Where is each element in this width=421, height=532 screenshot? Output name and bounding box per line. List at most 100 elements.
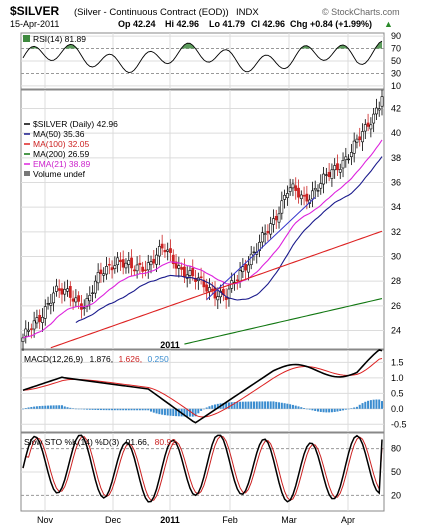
price-candle <box>277 206 281 229</box>
macd-hist-bar <box>222 402 225 409</box>
macd-hist-bar <box>297 406 300 409</box>
price-candle <box>113 256 117 274</box>
price-candle <box>299 190 303 206</box>
macd-hist-bar <box>236 401 239 409</box>
macd-hist-bar <box>208 406 211 409</box>
macd-hist-bar <box>24 408 27 409</box>
macd-hist-bar <box>52 405 55 409</box>
price-candle <box>138 254 142 274</box>
macd-hist-bar <box>172 408 175 416</box>
price-candle <box>116 252 120 273</box>
macd-hist-bar <box>113 408 116 411</box>
rsi-overbought-fill <box>23 41 382 49</box>
price-candle <box>155 247 158 273</box>
macd-hist-bar <box>55 405 58 409</box>
ma100-line <box>50 230 383 349</box>
macd-hist-bar <box>328 408 331 413</box>
price-axis-tick: 36 <box>391 178 401 188</box>
macd-hist-bar <box>333 408 336 412</box>
macd-hist-bar <box>91 408 94 410</box>
close-value: Cl 42.96 <box>251 19 285 29</box>
price-candle <box>99 262 103 283</box>
macd-hist-bar <box>283 403 286 409</box>
price-axis-tick: 34 <box>391 202 401 212</box>
macd-hist-bar <box>367 400 370 409</box>
price-candle <box>191 259 195 281</box>
macd-hist-bar <box>286 403 289 409</box>
price-candle <box>82 299 86 316</box>
macd-hist-bar <box>372 399 375 409</box>
legend-main: $SILVER (Daily) 42.96 <box>33 119 118 129</box>
stockcharts-watermark: © StockCharts.com <box>322 7 400 17</box>
sto-axis-tick: 20 <box>391 490 401 500</box>
macd-axis-tick: -0.5 <box>391 419 407 429</box>
price-candle <box>171 249 175 269</box>
macd-hist-bar <box>141 408 144 411</box>
rsi-axis-tick: 30 <box>391 68 401 78</box>
macd-hist-bar <box>294 405 297 409</box>
macd-hist-bar <box>227 402 230 409</box>
macd-hist-bar <box>147 408 150 411</box>
macd-hist-bar <box>80 408 83 410</box>
macd-hist-bar <box>74 408 77 410</box>
sto-axis-tick: 50 <box>391 467 401 477</box>
sto-label: Slow STO %K(14) %D(3) 91.66, 80.92 <box>24 437 176 447</box>
macd-hist-bar <box>355 406 358 409</box>
macd-hist-bar <box>30 406 33 409</box>
macd-hist-bar <box>272 401 275 409</box>
price-candle <box>369 117 373 138</box>
change-up-arrow-icon: ▲ <box>384 19 393 29</box>
macd-hist-bar <box>158 408 161 415</box>
price-candle <box>96 263 100 291</box>
price-axis-tick: 38 <box>391 153 401 163</box>
macd-hist-bar <box>136 408 139 411</box>
chart-date: 15-Apr-2011 <box>10 19 59 29</box>
legend-ma50: MA(50) 35.36 <box>33 129 85 139</box>
price-candle <box>185 266 189 288</box>
price-candle <box>180 262 184 277</box>
price-candle <box>266 224 270 242</box>
macd-hist-bar <box>264 401 267 409</box>
price-candle <box>177 256 181 278</box>
price-candle <box>252 246 256 261</box>
price-candle <box>149 255 153 274</box>
macd-hist-bar <box>241 401 244 409</box>
macd-hist-bar <box>22 408 24 410</box>
macd-hist-bar <box>347 408 350 410</box>
macd-hist-bar <box>339 408 342 411</box>
macd-hist-bar <box>194 408 197 417</box>
price-candle <box>224 288 228 309</box>
macd-hist-bar <box>155 408 158 414</box>
macd-hist-bar <box>375 399 378 409</box>
price-candle <box>132 265 136 276</box>
macd-hist-bar <box>266 401 269 409</box>
macd-hist-bar <box>197 408 200 414</box>
price-axis-tick: 32 <box>391 227 401 237</box>
macd-panel <box>20 349 385 433</box>
macd-hist-bar <box>169 408 172 416</box>
sto-k-value: 91.66, <box>126 437 150 447</box>
price-candle <box>372 107 376 133</box>
macd-hist-bar <box>138 408 141 411</box>
price-candle <box>377 101 381 117</box>
sto-label-prefix: Slow STO %K(14) %D(3) <box>24 437 119 447</box>
price-candle <box>341 152 345 178</box>
macd-hist-bar <box>325 408 328 413</box>
macd-axis-tick: 0.5 <box>391 388 404 398</box>
price-candle <box>141 261 145 279</box>
macd-hist-bar <box>233 402 236 409</box>
macd-hist-bar <box>303 408 306 409</box>
rsi-axis-tick: 50 <box>391 56 401 66</box>
macd-hist-bar <box>311 408 314 411</box>
macd-hist-bar <box>350 408 353 409</box>
price-axis-tick: 24 <box>391 326 401 336</box>
price-candle <box>66 279 69 297</box>
macd-hist-bar <box>63 406 66 409</box>
macd-hist-bar <box>255 401 258 409</box>
macd-hist-bar <box>269 401 272 409</box>
price-candle <box>43 299 47 326</box>
price-candle <box>349 143 353 166</box>
macd-hist-bar <box>49 405 52 409</box>
price-candle <box>130 249 133 277</box>
macd-hist-bar <box>225 402 228 409</box>
